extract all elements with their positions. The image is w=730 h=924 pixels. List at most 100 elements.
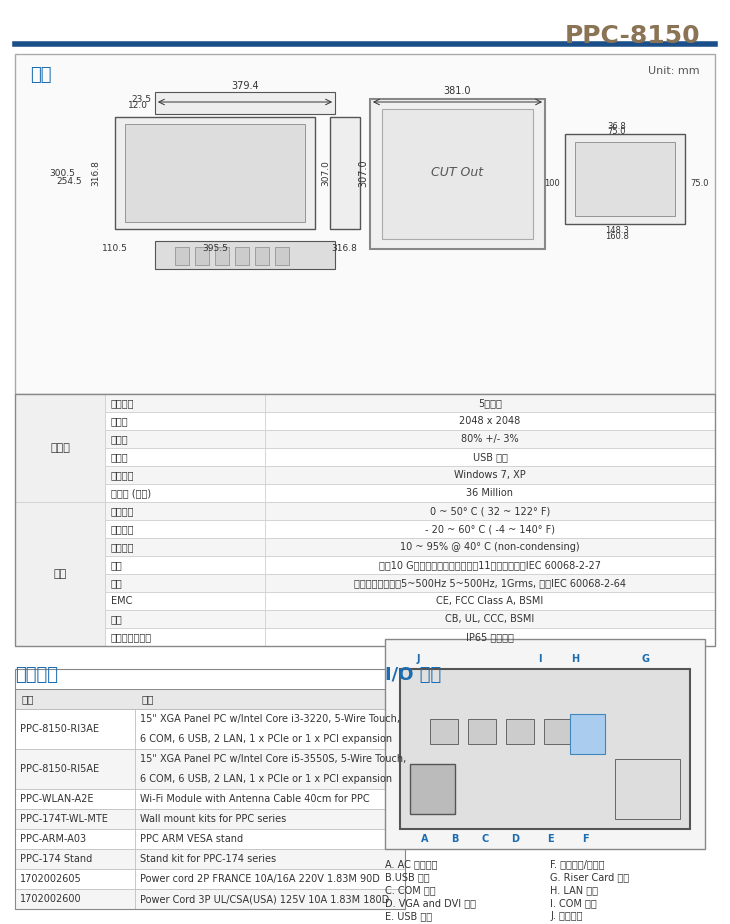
Bar	[195, 247, 209, 265]
Bar	[468, 719, 496, 744]
Bar	[105, 592, 265, 610]
Text: 316.8: 316.8	[91, 160, 100, 186]
Bar	[265, 448, 715, 466]
Bar	[275, 247, 289, 265]
Text: 148.3: 148.3	[605, 226, 629, 235]
Text: H: H	[571, 654, 579, 664]
Text: F: F	[582, 834, 588, 844]
Bar	[105, 628, 265, 646]
Bar	[135, 749, 405, 789]
Text: I: I	[538, 654, 542, 664]
Text: A: A	[421, 834, 429, 844]
Bar	[105, 484, 265, 502]
Text: 触摸屏: 触摸屏	[50, 443, 70, 453]
Text: CUT Out: CUT Out	[431, 166, 483, 179]
Bar	[385, 639, 705, 849]
Text: D: D	[511, 834, 519, 844]
Text: 307.0: 307.0	[358, 159, 368, 187]
Bar	[105, 448, 265, 466]
Text: 触屏类型: 触屏类型	[111, 398, 134, 408]
Text: Windows 7, XP: Windows 7, XP	[454, 470, 526, 480]
Text: 操作系统: 操作系统	[111, 470, 134, 480]
Bar	[15, 394, 105, 502]
Text: 前面板防护等级: 前面板防护等级	[111, 632, 152, 642]
Text: E: E	[547, 834, 553, 844]
Text: Unit: mm: Unit: mm	[648, 66, 700, 76]
Text: 相对温度: 相对温度	[111, 542, 134, 552]
Text: Power Cord 3P UL/CSA(USA) 125V 10A 1.83M 180D: Power Cord 3P UL/CSA(USA) 125V 10A 1.83M…	[140, 894, 389, 904]
Text: 2048 x 2048: 2048 x 2048	[459, 416, 520, 426]
Bar	[265, 610, 715, 628]
Text: 395.5: 395.5	[202, 244, 228, 253]
Bar	[265, 538, 715, 556]
Text: H. LAN 接口: H. LAN 接口	[550, 885, 598, 895]
Text: CB, UL, CCC, BSMI: CB, UL, CCC, BSMI	[445, 614, 534, 624]
Bar	[15, 749, 135, 789]
Text: 75.0: 75.0	[690, 179, 709, 188]
Bar	[15, 669, 405, 909]
Text: 描述: 描述	[141, 694, 153, 704]
Bar	[135, 709, 405, 749]
Text: 存储温度: 存储温度	[111, 524, 134, 534]
Text: 23.5: 23.5	[131, 95, 151, 104]
Bar	[544, 719, 572, 744]
Bar	[175, 247, 189, 265]
Text: 6 COM, 6 USB, 2 LAN, 1 x PCIe or 1 x PCI expansion: 6 COM, 6 USB, 2 LAN, 1 x PCIe or 1 x PCI…	[140, 774, 392, 784]
Bar	[575, 142, 675, 216]
Text: 300.5: 300.5	[49, 168, 75, 177]
Bar	[115, 117, 315, 229]
Text: 316.8: 316.8	[331, 244, 357, 253]
Text: E. USB 接口: E. USB 接口	[385, 911, 432, 921]
Bar	[105, 556, 265, 574]
Text: PPC-174 Stand: PPC-174 Stand	[20, 854, 92, 864]
Bar	[215, 247, 229, 265]
Bar	[15, 829, 135, 849]
Bar	[15, 394, 715, 646]
Text: Wall mount kits for PPC series: Wall mount kits for PPC series	[140, 814, 286, 824]
Bar	[615, 759, 680, 819]
Bar	[265, 502, 715, 520]
Bar	[265, 412, 715, 430]
Bar	[506, 719, 534, 744]
Bar	[410, 764, 455, 814]
Text: 1702002600: 1702002600	[20, 894, 82, 904]
Text: 料号: 料号	[21, 694, 34, 704]
Text: CE, FCC Class A, BSMI: CE, FCC Class A, BSMI	[437, 596, 544, 606]
Text: 冲击: 冲击	[111, 560, 123, 570]
Text: 254.5: 254.5	[56, 176, 82, 186]
Text: PPC-8150-RI3AE: PPC-8150-RI3AE	[20, 724, 99, 734]
Text: 环境: 环境	[53, 569, 66, 579]
Text: PPC-WLAN-A2E: PPC-WLAN-A2E	[20, 794, 93, 804]
Text: PPC-8150: PPC-8150	[564, 24, 700, 48]
Text: 操作10 G加速度峰值（持续时间为11毫秒），遵循IEC 60068-2-27: 操作10 G加速度峰值（持续时间为11毫秒），遵循IEC 60068-2-27	[379, 560, 601, 570]
Text: 订购信息: 订购信息	[15, 666, 58, 684]
Bar	[370, 99, 545, 249]
Text: 6 COM, 6 USB, 2 LAN, 1 x PCIe or 1 x PCI expansion: 6 COM, 6 USB, 2 LAN, 1 x PCIe or 1 x PCI…	[140, 734, 392, 744]
Text: 运行温度: 运行温度	[111, 506, 134, 516]
Bar	[155, 92, 335, 114]
Bar	[105, 574, 265, 592]
Text: B: B	[451, 834, 458, 844]
Text: 分辨率: 分辨率	[111, 416, 128, 426]
Text: 307.0: 307.0	[321, 160, 330, 186]
Bar	[15, 709, 135, 749]
Bar	[15, 789, 135, 809]
Bar	[135, 789, 405, 809]
Text: I. COM 接口: I. COM 接口	[550, 898, 596, 908]
Bar	[155, 241, 335, 269]
Text: 75.0: 75.0	[608, 127, 626, 136]
Text: 160.8: 160.8	[605, 232, 629, 241]
Bar	[105, 610, 265, 628]
Bar	[265, 628, 715, 646]
Bar	[400, 669, 690, 829]
Bar	[125, 124, 305, 222]
Bar	[265, 394, 715, 412]
Text: C. COM 接口: C. COM 接口	[385, 885, 436, 895]
Text: C: C	[481, 834, 488, 844]
Bar	[330, 117, 360, 229]
Bar	[15, 889, 135, 909]
Bar	[105, 466, 265, 484]
Text: PPC ARM VESA stand: PPC ARM VESA stand	[140, 834, 243, 844]
Text: - 20 ~ 60° C ( -4 ~ 140° F): - 20 ~ 60° C ( -4 ~ 140° F)	[425, 524, 555, 534]
Bar	[135, 829, 405, 849]
